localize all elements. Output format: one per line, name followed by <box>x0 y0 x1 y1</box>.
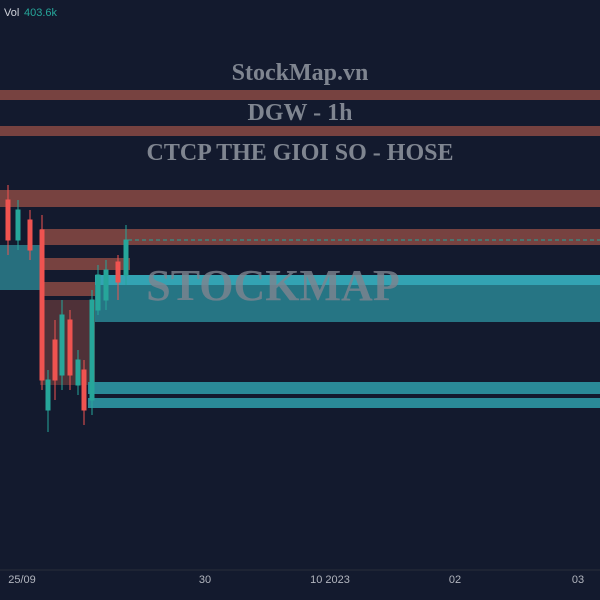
x-axis-label: 02 <box>449 574 461 586</box>
watermark-company: CTCP THE GIOI SO - HOSE <box>147 140 454 166</box>
x-axis-label: 25/09 <box>8 574 36 586</box>
x-axis: 25/09 30 10 2023 02 03 <box>8 574 584 586</box>
candles <box>5 185 129 432</box>
volume-label: Vol <box>4 7 19 19</box>
watermark-symbol: DGW - 1h <box>248 100 353 126</box>
x-axis-label: 03 <box>572 574 584 586</box>
x-axis-label: 30 <box>199 574 211 586</box>
resistance-zones <box>0 90 600 385</box>
support-zones <box>0 245 600 408</box>
x-axis-label: 10 2023 <box>310 574 350 586</box>
watermark-brand: STOCKMAP <box>146 261 399 310</box>
volume-value: 403.6k <box>24 7 58 19</box>
watermark-site: StockMap.vn <box>232 60 369 86</box>
